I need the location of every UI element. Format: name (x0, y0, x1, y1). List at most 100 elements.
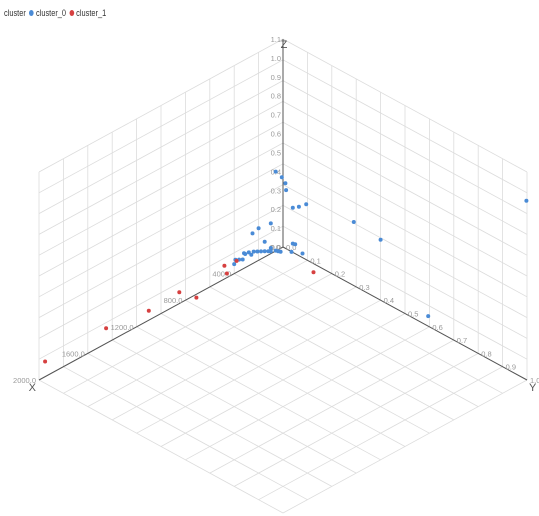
y-tick-label: 0.4 (384, 296, 394, 305)
tick-labels: 0.0 400.0 800.0 1200.0 1600.0 2000.0 0.0 0.1 0.2… (13, 35, 539, 394)
legend-marker-cluster-1 (69, 10, 74, 16)
data-point-cluster-0 (268, 246, 273, 250)
x-tick-label: 2000.0 (13, 376, 36, 385)
wall-gridline (282, 59, 528, 194)
data-point-cluster-0 (246, 250, 251, 255)
floor-gridline (87, 353, 332, 487)
z-tick-label: 1.0 (271, 54, 281, 63)
legend-marker-cluster-0 (28, 10, 34, 16)
x-tick-label: 1600.0 (62, 349, 85, 358)
data-point-cluster-0 (262, 249, 267, 254)
wall-gridline (282, 80, 528, 214)
x-axis-title: X (29, 382, 37, 394)
wall-gridline (38, 80, 284, 214)
data-point-cluster-0 (240, 257, 245, 262)
floor-gridline (38, 379, 284, 514)
y-tick-label: 0.7 (457, 336, 467, 345)
y-tick-label: 1.0 (530, 376, 539, 385)
z-tick-label: 0.1 (271, 224, 281, 233)
floor-gridline (160, 313, 406, 447)
y-axis-title: Y (529, 382, 537, 394)
data-point-cluster-1 (177, 290, 182, 295)
y-tick-label: 0.0 (286, 243, 296, 252)
floor-gridline (136, 326, 381, 461)
data-point-cluster-1 (224, 271, 229, 276)
legend-item-cluster-1[interactable]: cluster_1 (69, 8, 106, 19)
data-point-cluster-1 (43, 359, 48, 364)
x-tick-label: 0.0 (270, 243, 280, 252)
data-point-cluster-0 (426, 314, 431, 319)
wall-gridline (282, 101, 528, 235)
data-point-cluster-1 (311, 270, 316, 275)
legend-label-cluster-0: cluster_0 (35, 7, 67, 19)
legend: cluster cluster_0 cluster_1 (4, 6, 106, 20)
y-tick-label: 0.8 (481, 349, 491, 358)
data-point-cluster-0 (290, 205, 295, 210)
data-point-cluster-0 (300, 251, 305, 256)
data-point-cluster-0 (249, 252, 254, 257)
floor-gridline (185, 326, 430, 461)
data-point-cluster-0 (296, 204, 301, 209)
data-points (43, 169, 529, 364)
data-point-cluster-1 (234, 258, 239, 263)
floor-gridline (63, 366, 308, 501)
data-point-cluster-0 (232, 262, 237, 267)
floor-gridline (209, 339, 454, 474)
data-point-cluster-0 (273, 248, 278, 253)
floor-gridline (282, 379, 528, 514)
data-point-cluster-0 (259, 249, 263, 254)
y-tick-label: 0.6 (432, 323, 442, 332)
wall-gridline (38, 142, 284, 277)
wall-gridline (282, 121, 528, 256)
z-tick-label: 0.9 (271, 73, 281, 82)
data-point-cluster-1 (104, 326, 109, 331)
data-point-cluster-0 (279, 175, 284, 180)
data-point-cluster-0 (378, 237, 383, 242)
y-tick-label: 0.9 (506, 363, 516, 372)
z-tick-label: 0.8 (271, 92, 281, 101)
data-point-cluster-1 (222, 263, 227, 268)
y-tick-label: 0.2 (335, 270, 345, 279)
wall-gridline (38, 101, 284, 235)
floor-gridline (258, 366, 503, 501)
z-axis-title: Z (281, 39, 288, 51)
data-point-cluster-0 (283, 181, 288, 186)
z-tick-label: 0.2 (271, 205, 281, 214)
x-tick-label: 400.0 (212, 270, 231, 279)
x-axis-line (38, 246, 284, 381)
data-point-cluster-0 (255, 249, 260, 254)
y-axis-line (282, 246, 528, 381)
wall-gridline (282, 38, 528, 173)
y-tick-label: 0.1 (310, 256, 320, 265)
wall-gridline (38, 38, 284, 173)
data-point-cluster-0 (351, 220, 356, 224)
data-point-cluster-0 (524, 198, 529, 203)
data-point-cluster-1 (146, 308, 151, 313)
z-tick-label: 0.5 (271, 149, 281, 158)
legend-item-cluster-0[interactable]: cluster_0 (28, 7, 67, 19)
data-point-cluster-0 (268, 221, 273, 226)
data-point-cluster-0 (243, 252, 248, 256)
z-tick-label: 1.1 (271, 35, 281, 44)
data-point-cluster-0 (289, 249, 294, 254)
data-point-cluster-0 (251, 249, 256, 254)
data-point-cluster-0 (273, 169, 278, 174)
data-point-cluster-0 (250, 231, 255, 236)
x-tick-label: 800.0 (164, 296, 183, 305)
data-point-cluster-1 (194, 295, 199, 300)
z-tick-label: 0.3 (271, 186, 281, 195)
data-point-cluster-0 (268, 249, 273, 254)
data-point-cluster-0 (290, 241, 295, 246)
legend-title: cluster (4, 7, 26, 19)
y-tick-label: 0.3 (359, 283, 369, 292)
z-tick-label: 0.6 (271, 130, 281, 139)
legend-label-cluster-1: cluster_1 (76, 7, 107, 19)
data-point-cluster-0 (284, 188, 289, 193)
wall-gridline (38, 59, 284, 194)
wall-gridline (282, 142, 528, 277)
data-point-cluster-0 (304, 202, 309, 207)
wall-gridline (38, 121, 284, 256)
data-point-cluster-0 (256, 226, 261, 231)
z-tick-label: 0.0 (271, 243, 281, 252)
